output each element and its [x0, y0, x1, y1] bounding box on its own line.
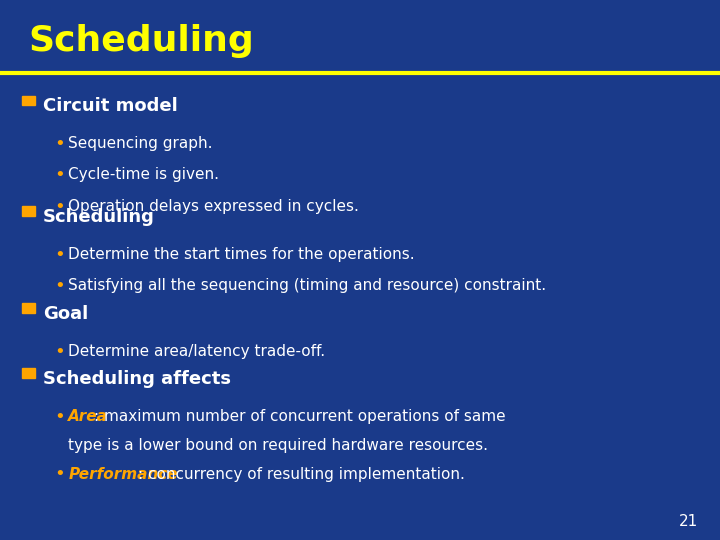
Text: Sequencing graph.: Sequencing graph.: [68, 136, 213, 151]
Text: •: •: [54, 408, 65, 426]
Text: •: •: [54, 277, 65, 295]
Text: Scheduling: Scheduling: [43, 208, 155, 226]
Text: Operation delays expressed in cycles.: Operation delays expressed in cycles.: [68, 199, 359, 214]
Text: Circuit model: Circuit model: [43, 97, 178, 115]
Text: Satisfying all the sequencing (timing and resource) constraint.: Satisfying all the sequencing (timing an…: [68, 278, 546, 293]
Bar: [22, 96, 35, 105]
Text: •: •: [54, 198, 65, 215]
Text: Determine the start times for the operations.: Determine the start times for the operat…: [68, 247, 415, 262]
Text: type is a lower bound on required hardware resources.: type is a lower bound on required hardwa…: [68, 438, 488, 454]
Text: : concurrency of resulting implementation.: : concurrency of resulting implementatio…: [138, 467, 465, 482]
Text: •: •: [54, 135, 65, 153]
Text: Performance: Performance: [68, 467, 178, 482]
Bar: [22, 368, 35, 378]
Text: Determine area/latency trade-off.: Determine area/latency trade-off.: [68, 344, 325, 359]
Text: Cycle-time is given.: Cycle-time is given.: [68, 167, 220, 183]
Text: Goal: Goal: [43, 305, 89, 323]
Text: Area: Area: [68, 409, 108, 424]
Text: •: •: [54, 246, 65, 264]
Text: •: •: [54, 465, 65, 483]
Text: : maximum number of concurrent operations of same: : maximum number of concurrent operation…: [94, 409, 505, 424]
Bar: [22, 303, 35, 313]
Text: Scheduling: Scheduling: [29, 24, 255, 58]
Text: •: •: [54, 166, 65, 184]
Text: Scheduling affects: Scheduling affects: [43, 370, 231, 388]
Text: 21: 21: [679, 514, 698, 529]
Text: •: •: [54, 343, 65, 361]
Bar: [22, 206, 35, 216]
